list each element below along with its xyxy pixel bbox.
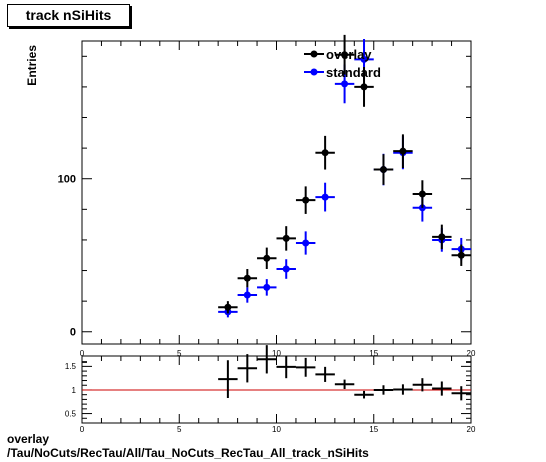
ratio-x-tick-label: 20 (467, 425, 476, 434)
overlay-point (243, 274, 251, 282)
main-x-tick-label: 10 (272, 349, 281, 358)
overlay-point (457, 251, 465, 259)
footer-label: overlay (7, 432, 50, 446)
standard-point (282, 265, 290, 273)
main-y-tick-label: 100 (58, 174, 76, 186)
main-x-tick-label: 20 (467, 349, 476, 358)
standard-point (321, 193, 329, 201)
overlay-point (438, 233, 446, 241)
legend-label: standard (326, 65, 381, 80)
overlay-point (321, 149, 329, 157)
ratio-x-tick-label: 0 (80, 425, 85, 434)
main-x-tick-label: 15 (369, 349, 378, 358)
overlay-point (399, 147, 407, 155)
ratio-y-tick-label: 1.5 (65, 362, 77, 371)
standard-point (243, 291, 251, 299)
histogram-title: track nSiHits (7, 4, 130, 27)
main-x-tick-label: 5 (177, 349, 182, 358)
ratio-plot-area: 0 5 10 15 20 0.5 1 1.5 (65, 345, 476, 434)
standard-point (360, 55, 368, 63)
ratio-x-tick-label: 15 (369, 425, 378, 434)
overlay-point (418, 190, 426, 198)
standard-point (263, 283, 271, 291)
legend-label: overlay (326, 47, 372, 62)
ratio-x-tick-label: 5 (177, 425, 182, 434)
ratio-y-tick-label: 0.5 (65, 409, 77, 418)
overlay-point (302, 196, 310, 204)
overlay-point (341, 51, 349, 59)
standard-point (341, 80, 349, 88)
main-frame (81, 40, 472, 345)
standard-point (302, 239, 310, 247)
overlay-point (224, 303, 232, 311)
legend-marker (310, 68, 318, 76)
ratio-x-tick-label: 10 (272, 425, 281, 434)
footer-path: /Tau/NoCuts/RecTau/All/Tau_NoCuts_RecTau… (7, 446, 369, 460)
main-y-axis-label: Entries (25, 45, 39, 86)
overlay-point (282, 234, 290, 242)
overlay-point (379, 166, 387, 174)
main-y-tick-label: 0 (70, 327, 76, 339)
overlay-point (263, 254, 271, 262)
main-x-tick-label: 0 (80, 349, 85, 358)
ratio-y-tick-label: 1 (72, 386, 77, 395)
legend-marker (310, 50, 318, 58)
main-plot-area: 0 5 10 15 20 0 100 Entries overlay standard (25, 34, 476, 363)
overlay-point (360, 83, 368, 91)
